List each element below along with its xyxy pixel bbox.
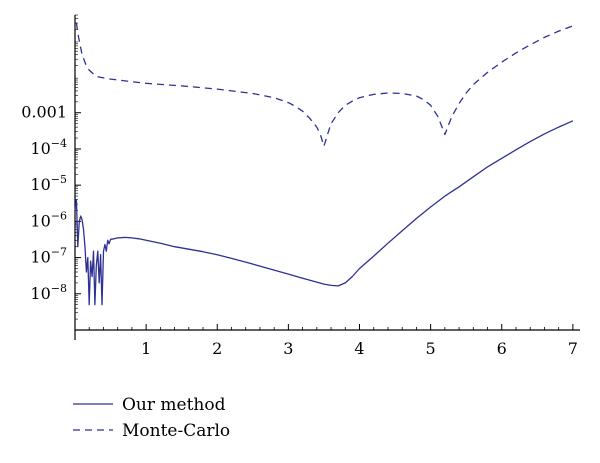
- y-tick-label: 10−6: [30, 209, 67, 230]
- y-tick-exponent: −4: [51, 137, 67, 150]
- y-tick-base: 10: [30, 248, 50, 267]
- legend-label-monte-carlo: Monte-Carlo: [122, 421, 230, 441]
- y-tick-label: 10−7: [30, 246, 67, 267]
- series: [74, 22, 574, 306]
- y-tick-label: 10−4: [30, 137, 67, 158]
- x-tick-label: 6: [497, 339, 507, 358]
- x-tick-label: 7: [568, 339, 578, 358]
- y-tick-exponent: −6: [51, 209, 67, 222]
- y-tick-base: 10: [30, 175, 50, 194]
- legend-label-our-method: Our method: [122, 395, 226, 415]
- y-tick-base: 10: [30, 284, 50, 303]
- series-line-our-method: [74, 120, 574, 306]
- legend: Our method Monte-Carlo: [73, 395, 230, 441]
- y-tick-label: 0.001: [21, 103, 67, 122]
- x-tick-label: 2: [212, 339, 222, 358]
- x-tick-label: 4: [354, 339, 364, 358]
- y-tick-base: 10: [30, 139, 50, 158]
- y-tick-label: 10−8: [30, 282, 67, 303]
- y-tick-exponent: −5: [51, 173, 67, 186]
- y-tick-label: 10−5: [30, 173, 67, 194]
- x-tick-label: 5: [426, 339, 436, 358]
- series-line-monte-carlo: [75, 22, 574, 147]
- x-tick-label: 3: [283, 339, 293, 358]
- x-tick-label: 1: [141, 339, 151, 358]
- y-tick-exponent: −8: [51, 282, 67, 295]
- y-tick-base: 10: [30, 211, 50, 230]
- y-tick-exponent: −7: [51, 246, 67, 259]
- axes: [74, 15, 580, 340]
